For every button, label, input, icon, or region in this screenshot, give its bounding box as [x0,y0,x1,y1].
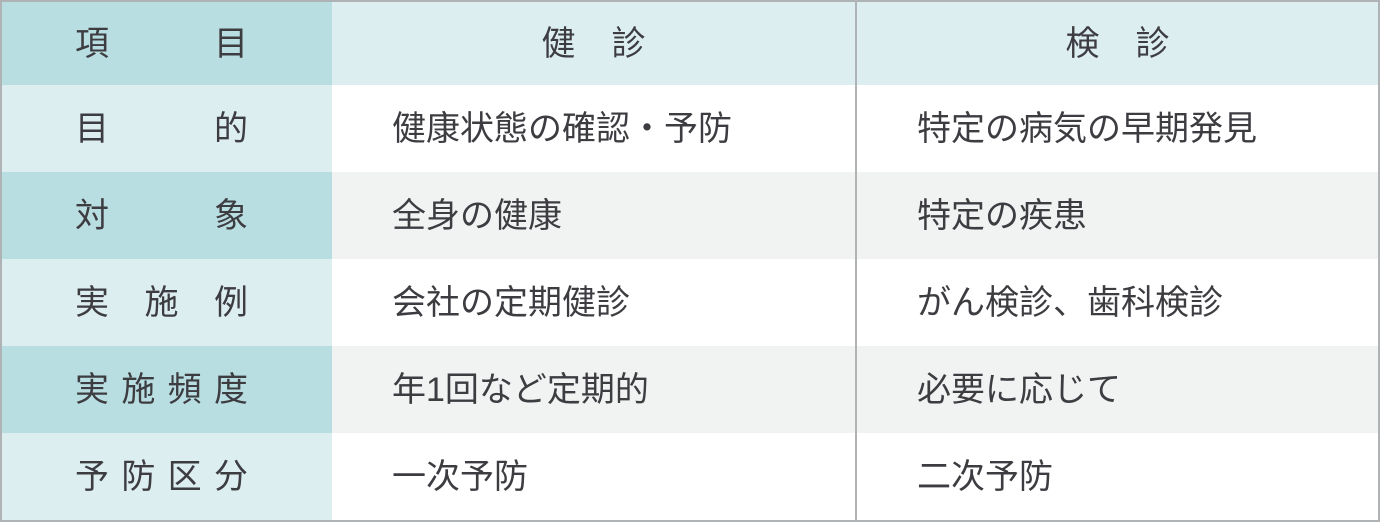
column-header-item: 項目 [2,2,332,85]
row-label-purpose: 目的 [2,85,332,172]
cell-purpose-screening: 特定の病気の早期発見 [855,85,1378,172]
cell-frequency-health-checkup: 年1回など定期的 [332,346,855,433]
cell-prevention-screening: 二次予防 [855,433,1378,520]
cell-prevention-screening-text: 二次予防 [917,457,1053,496]
column-header-screening-label: 検診 [1065,24,1206,63]
cell-frequency-health-checkup-text: 年1回など定期的 [392,370,649,409]
cell-frequency-screening-text: 必要に応じて [917,370,1121,409]
column-header-item-label: 項目 [75,24,248,63]
cell-target-screening-text: 特定の疾患 [917,196,1087,235]
cell-target-health-checkup: 全身の健康 [332,172,855,259]
row-label-prevention-type: 予防区分 [2,433,332,520]
column-header-screening: 検診 [855,2,1378,85]
row-label-frequency: 実施頻度 [2,346,332,433]
row-label-prevention-type-text: 予防区分 [75,457,248,496]
cell-example-health-checkup: 会社の定期健診 [332,259,855,346]
row-label-example-text: 実施例 [75,283,248,322]
row-label-example: 実施例 [2,259,332,346]
cell-prevention-health-checkup-text: 一次予防 [392,457,528,496]
cell-target-screening: 特定の疾患 [855,172,1378,259]
cell-example-screening-text: がん検診、歯科検診 [917,283,1223,322]
cell-example-health-checkup-text: 会社の定期健診 [392,283,630,322]
row-label-frequency-text: 実施頻度 [75,370,248,409]
cell-purpose-health-checkup: 健康状態の確認・予防 [332,85,855,172]
column-header-health-checkup: 健診 [332,2,855,85]
cell-example-screening: がん検診、歯科検診 [855,259,1378,346]
column-header-health-checkup-label: 健診 [541,24,682,63]
cell-frequency-screening: 必要に応じて [855,346,1378,433]
cell-purpose-screening-text: 特定の病気の早期発見 [917,109,1257,148]
row-label-target-text: 対象 [75,196,248,235]
row-label-purpose-text: 目的 [75,109,248,148]
cell-prevention-health-checkup: 一次予防 [332,433,855,520]
row-label-target: 対象 [2,172,332,259]
cell-target-health-checkup-text: 全身の健康 [392,196,562,235]
cell-purpose-health-checkup-text: 健康状態の確認・予防 [392,109,732,148]
